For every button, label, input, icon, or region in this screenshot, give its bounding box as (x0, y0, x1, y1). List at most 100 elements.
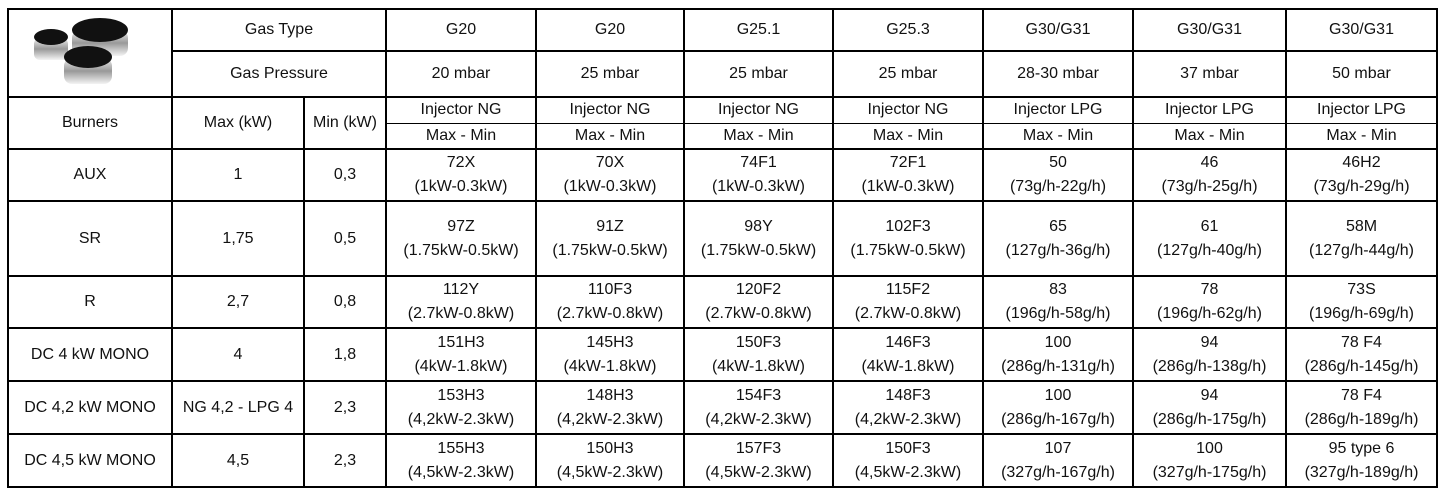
injector-cell: 150F3 (4,5kW-2.3kW) (832, 433, 984, 488)
gas-type-cell: G25.1 (683, 8, 834, 52)
injector-cell: 148F3 (4,2kW-2.3kW) (832, 380, 984, 435)
burner-max-kw: 2,7 (171, 275, 305, 329)
gas-pressure-label: Gas Pressure (171, 49, 387, 99)
injector-range: (4kW-1.8kW) (711, 357, 806, 375)
injector-code: 148H3 (586, 386, 634, 404)
injector-code: 153H3 (437, 386, 485, 404)
injector-cell: 72F1 (1kW-0.3kW) (832, 148, 984, 202)
injector-range: (2.7kW-0.8kW) (407, 305, 515, 322)
injector-cell: 95 type 6 (327g/h-189g/h) (1285, 433, 1438, 488)
injector-cell: 107 (327g/h-167g/h) (982, 433, 1134, 488)
injector-cell: 70X (1kW-0.3kW) (535, 148, 685, 202)
injector-code: 73S (1347, 281, 1376, 298)
injector-cell: 150H3 (4,5kW-2.3kW) (535, 433, 685, 488)
injector-cell: 94 (286g/h-175g/h) (1132, 380, 1287, 435)
injector-cell: 78 (196g/h-62g/h) (1132, 275, 1287, 329)
injector-range: (4kW-1.8kW) (861, 357, 955, 375)
injector-cell: 91Z (1.75kW-0.5kW) (535, 200, 685, 277)
injector-type-cell: Injector LPG (982, 96, 1134, 124)
injector-cell: 72X (1kW-0.3kW) (385, 148, 537, 202)
injector-code: 110F3 (587, 281, 633, 298)
injector-code: 100 (1196, 439, 1223, 457)
injector-cell: 65 (127g/h-36g/h) (982, 200, 1134, 277)
injector-code: 46H2 (1342, 154, 1381, 171)
injector-range: (1kW-0.3kW) (711, 178, 806, 195)
table-row: SR 1,75 0,5 97Z (1.75kW-0.5kW) 91Z (1.75kW-0.5… (7, 200, 1438, 277)
injector-range: (2.7kW-0.8kW) (556, 305, 664, 322)
gas-pressure-cell: 20 mbar (385, 49, 537, 99)
burner-injector-table: Gas Type G20 G20 G25.1 G25.3 G30/G31 G30/G31 G… (7, 8, 1438, 488)
burner-max-kw: 4,5 (171, 433, 305, 488)
gas-type-cell: G30/G31 (1285, 8, 1438, 52)
injector-code: 157F3 (735, 439, 782, 457)
injector-code: 154F3 (735, 386, 782, 404)
injector-cell: 46 (73g/h-25g/h) (1132, 148, 1287, 202)
injector-range: (327g/h-167g/h) (1001, 463, 1115, 481)
injector-range: (196g/h-69g/h) (1309, 305, 1414, 322)
injector-cell: 100 (327g/h-175g/h) (1132, 433, 1287, 488)
injector-range: (196g/h-62g/h) (1157, 305, 1262, 322)
injector-range: (73g/h-22g/h) (1009, 178, 1107, 195)
gas-type-cell: G30/G31 (1132, 8, 1287, 52)
gas-pressure-cell: 25 mbar (683, 49, 834, 99)
injector-cell: 50 (73g/h-22g/h) (982, 148, 1134, 202)
gas-type-cell: G20 (385, 8, 537, 52)
table-row: DC 4,2 kW MONO NG 4,2 - LPG 4 2,3 153H3 (4,2… (7, 380, 1438, 435)
injector-code: 100 (1044, 333, 1072, 351)
injector-range: (1.75kW-0.5kW) (552, 241, 668, 259)
injector-cell: 146F3 (4kW-1.8kW) (832, 327, 984, 382)
burner-max-kw: 1 (171, 148, 305, 202)
injector-cell: 61 (127g/h-40g/h) (1132, 200, 1287, 277)
max-kw-header: Max (kW) (171, 96, 305, 150)
injector-range: (286g/h-189g/h) (1304, 410, 1419, 428)
injector-range: (127g/h-44g/h) (1309, 241, 1414, 259)
injector-cell: 102F3 (1.75kW-0.5kW) (832, 200, 984, 277)
injector-type-cell: Injector NG (385, 96, 537, 124)
table-row: R 2,7 0,8 112Y (2.7kW-0.8kW) 110F3 (2.7kW-0.8k… (7, 275, 1438, 329)
injector-range: (4,5kW-2.3kW) (407, 463, 515, 481)
burners-header: Burners (7, 96, 173, 150)
max-min-cell: Max - Min (832, 122, 984, 150)
injector-code: 150F3 (885, 439, 931, 457)
injector-cell: 154F3 (4,2kW-2.3kW) (683, 380, 834, 435)
injector-type-cell: Injector NG (832, 96, 984, 124)
injector-code: 94 (1200, 386, 1219, 404)
max-min-cell: Max - Min (535, 122, 685, 150)
injector-code: 78 (1200, 281, 1219, 298)
injector-range: (1kW-0.3kW) (861, 178, 955, 195)
gas-pressure-cell: 37 mbar (1132, 49, 1287, 99)
injector-cell: 100 (286g/h-131g/h) (982, 327, 1134, 382)
max-min-cell: Max - Min (1132, 122, 1287, 150)
injector-type-cell: Injector NG (683, 96, 834, 124)
injector-code: 145H3 (586, 333, 634, 351)
gas-type-cell: G25.3 (832, 8, 984, 52)
injector-code: 151H3 (437, 333, 485, 351)
injector-range: (73g/h-25g/h) (1161, 178, 1258, 195)
injector-range: (73g/h-29g/h) (1313, 178, 1410, 195)
injector-cell: 157F3 (4,5kW-2.3kW) (683, 433, 834, 488)
gas-type-label: Gas Type (171, 8, 387, 52)
injector-cell: 74F1 (1kW-0.3kW) (683, 148, 834, 202)
gas-type-cell: G30/G31 (982, 8, 1134, 52)
burner-min-kw: 1,8 (303, 327, 387, 382)
injector-cell: 78 F4 (286g/h-189g/h) (1285, 380, 1438, 435)
injector-range: (1kW-0.3kW) (563, 178, 657, 195)
injector-code: 112Y (442, 281, 480, 298)
burner-min-kw: 0,3 (303, 148, 387, 202)
injector-code: 100 (1044, 386, 1072, 404)
gas-pressure-cell: 28-30 mbar (982, 49, 1134, 99)
injector-code: 70X (595, 154, 625, 171)
injector-code: 50 (1049, 154, 1067, 171)
burners-image (7, 8, 173, 98)
injector-cell: 98Y (1.75kW-0.5kW) (683, 200, 834, 277)
max-min-cell: Max - Min (1285, 122, 1438, 150)
injector-cell: 155H3 (4,5kW-2.3kW) (385, 433, 537, 488)
injector-range: (4,5kW-2.3kW) (705, 463, 812, 481)
burner-name: DC 4,2 kW MONO (7, 380, 173, 435)
injector-code: 58M (1345, 217, 1378, 235)
injector-range: (4,2kW-2.3kW) (407, 410, 515, 428)
burner-max-kw: NG 4,2 - LPG 4 (171, 380, 305, 435)
injector-range: (1kW-0.3kW) (414, 178, 508, 195)
injector-code: 107 (1044, 439, 1072, 457)
injector-range: (196g/h-58g/h) (1005, 305, 1111, 322)
